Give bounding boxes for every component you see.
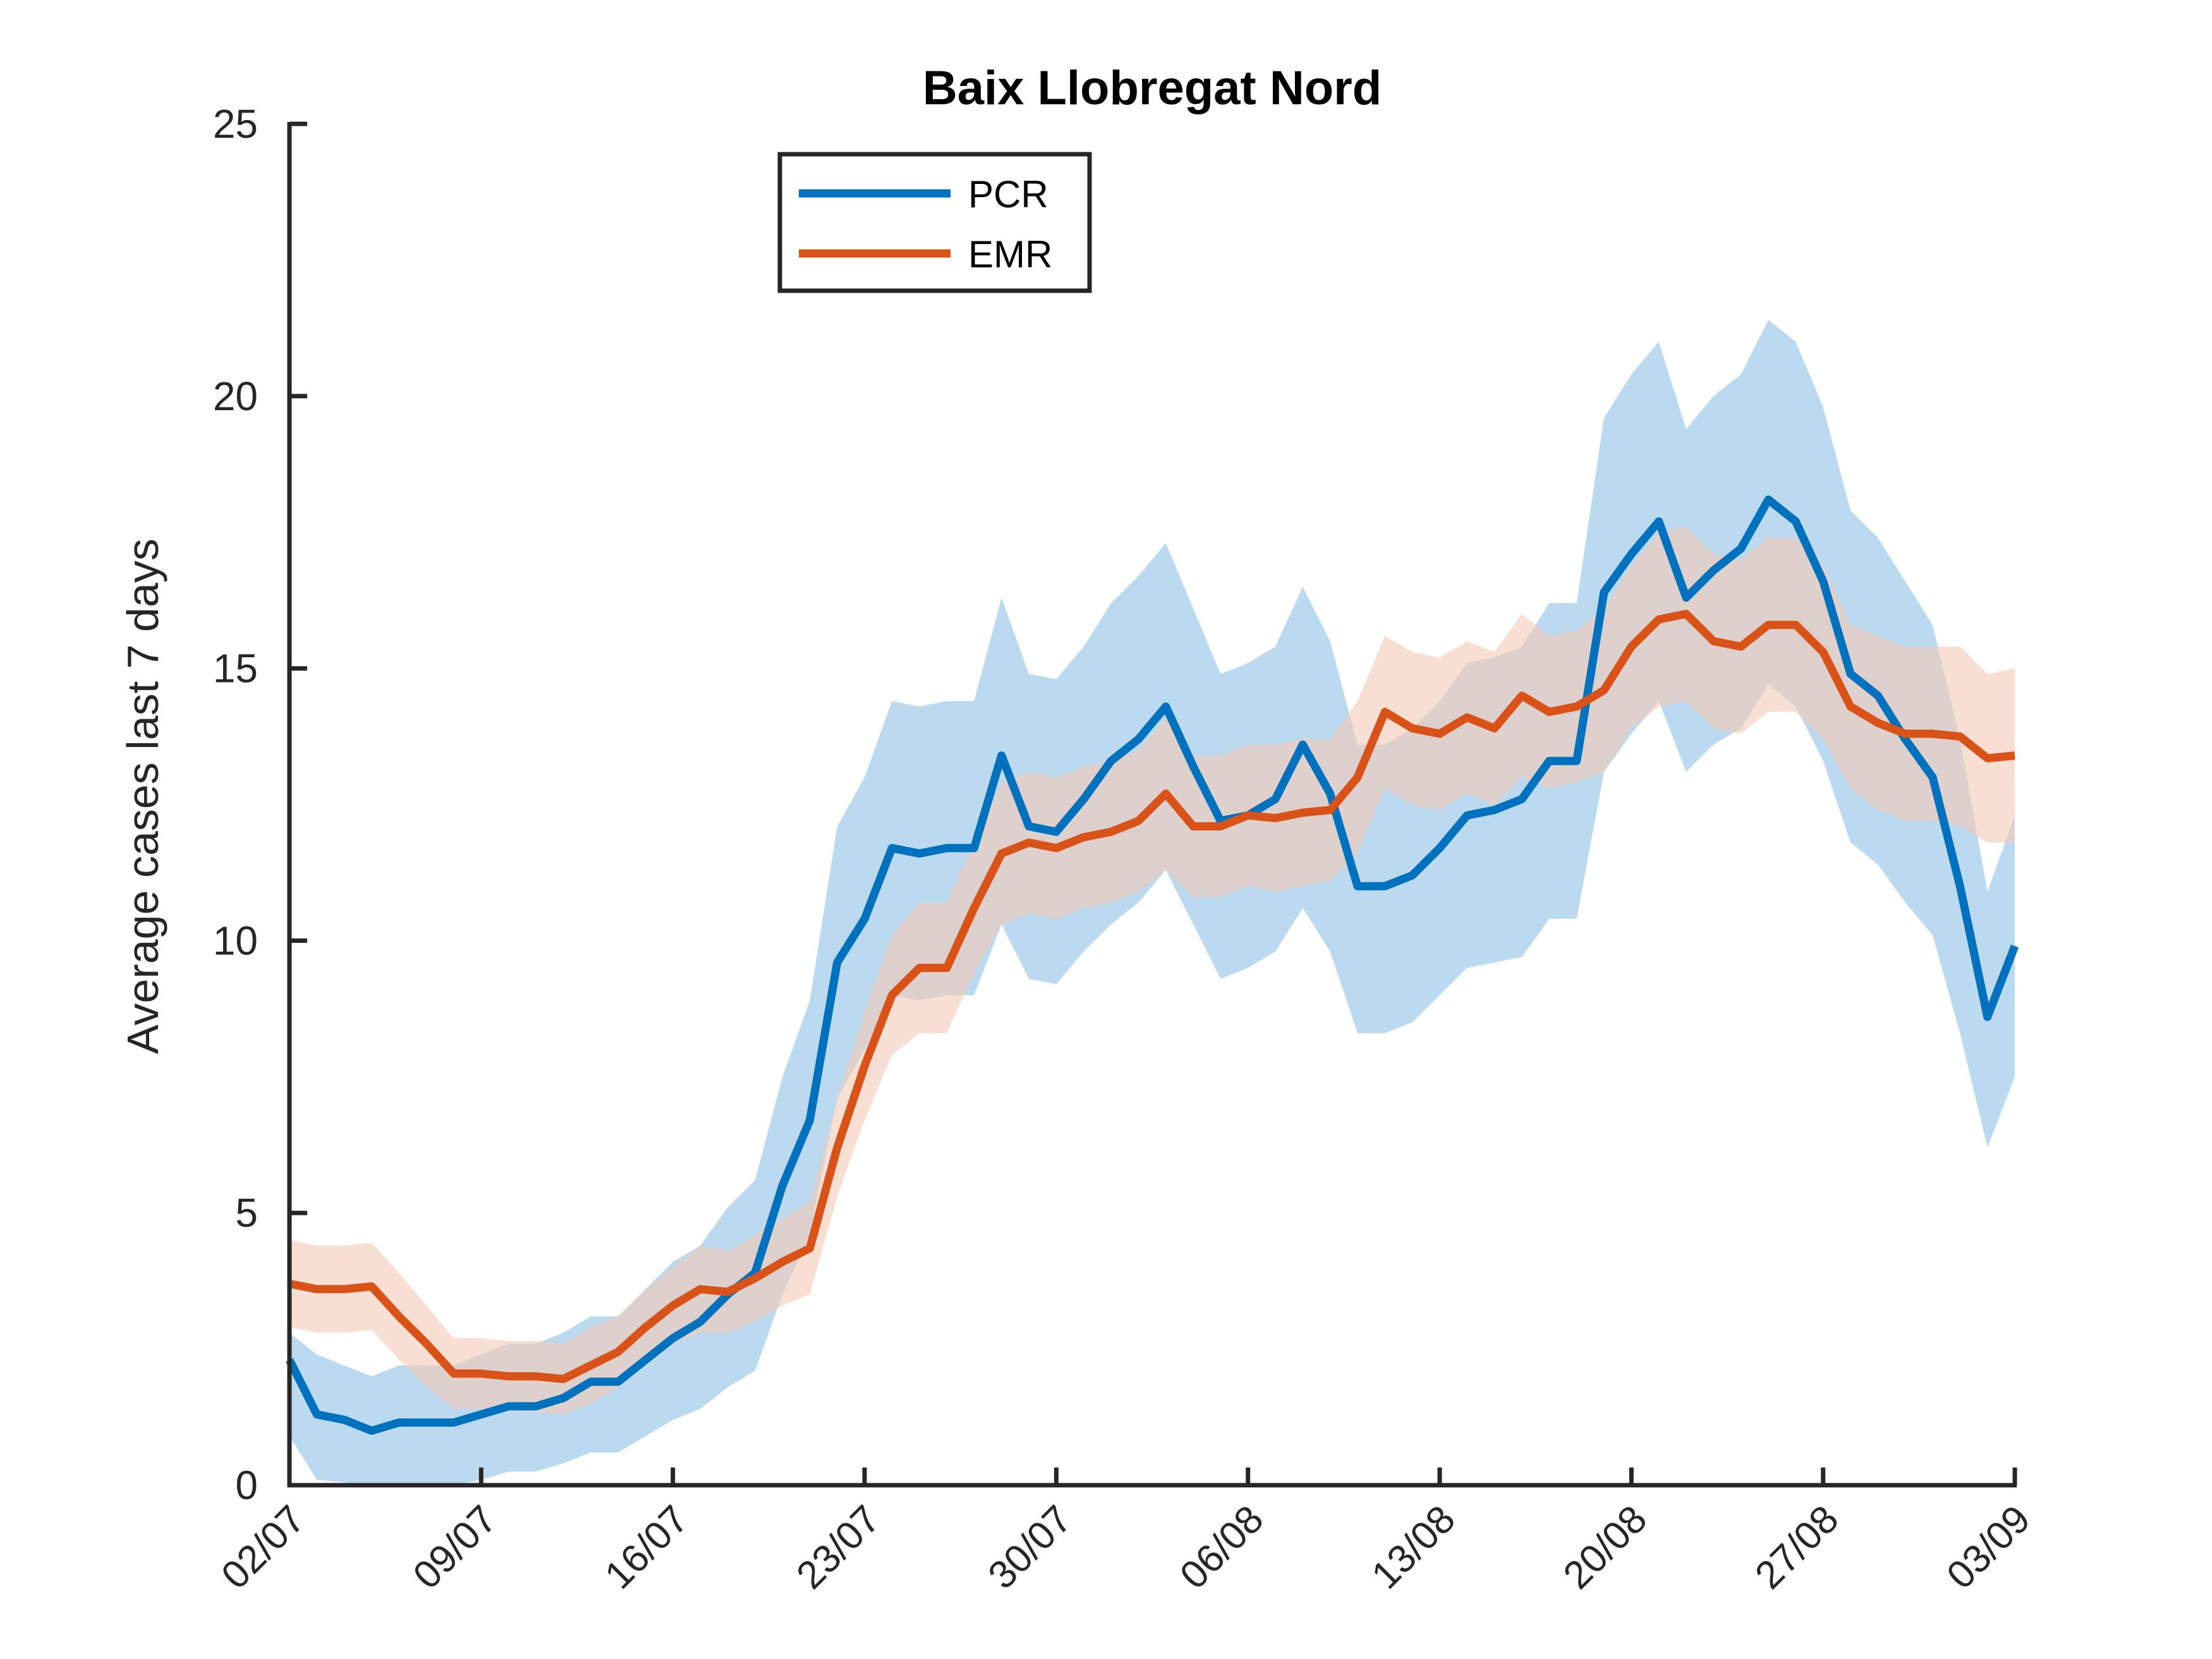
x-tick-label: 02/07 — [213, 1497, 313, 1598]
y-axis-label: Average cases last 7 days — [118, 538, 167, 1054]
x-tick-label: 20/08 — [1555, 1497, 1656, 1598]
x-tick-label: 09/07 — [405, 1497, 506, 1598]
legend-box — [777, 152, 1092, 293]
legend: PCR EMR — [777, 152, 1092, 293]
y-tick-label: 15 — [213, 646, 258, 691]
band-pcr — [289, 320, 2015, 1486]
x-tick-label: 30/07 — [980, 1497, 1081, 1598]
y-tick-label: 0 — [235, 1462, 258, 1508]
legend-label-pcr: PCR — [968, 173, 1048, 216]
x-tick-label: 06/08 — [1172, 1497, 1272, 1598]
series-lines — [286, 495, 2019, 1435]
legend-label-emr: EMR — [968, 233, 1052, 276]
series-line-pcr — [286, 495, 2019, 1435]
y-tick-label: 10 — [213, 918, 258, 963]
y-tick-label: 20 — [213, 374, 258, 419]
x-tick-label: 03/09 — [1938, 1497, 2039, 1598]
x-tick-label: 23/07 — [788, 1497, 889, 1598]
series-line-emr — [288, 609, 2015, 1383]
y-tick-label: 25 — [213, 101, 258, 147]
band-emr — [289, 526, 2015, 1414]
x-tick-label: 16/07 — [597, 1497, 697, 1598]
confidence-bands — [289, 320, 2015, 1486]
x-tick-label: 13/08 — [1363, 1497, 1464, 1598]
x-tick-label: 27/08 — [1747, 1497, 1847, 1598]
chart-title: Baix Llobregat Nord — [923, 61, 1382, 115]
y-tick-label: 5 — [235, 1190, 258, 1236]
